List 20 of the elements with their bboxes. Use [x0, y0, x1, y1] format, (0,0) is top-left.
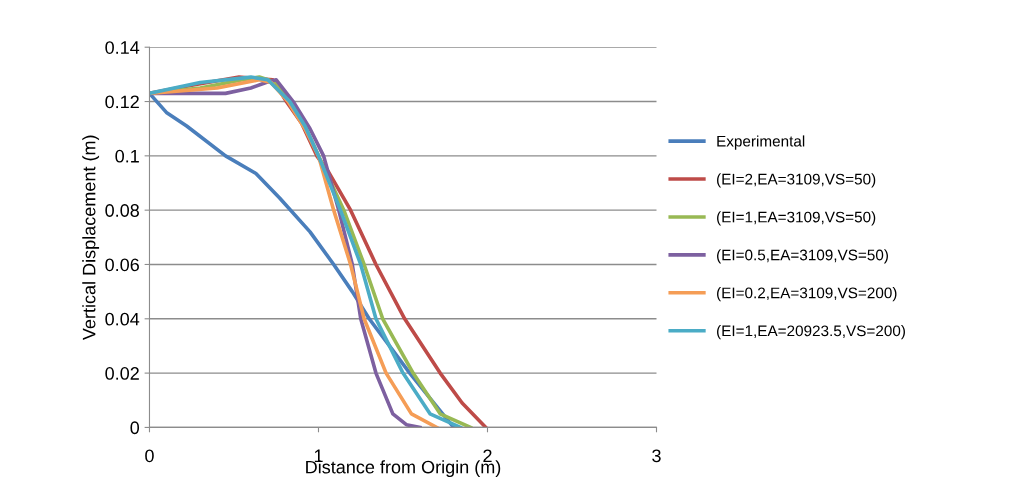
y-tick-label: 0.14 — [105, 41, 140, 54]
y-tick-label: 0.06 — [105, 258, 139, 272]
y-tick-label: 0 — [130, 421, 140, 435]
legend-label: (EI=2,EA=3109,VS=50) — [717, 173, 876, 188]
legend-label: (EI=0.5,EA=3109,VS=50) — [717, 249, 888, 264]
legend-label: (EI=0.2,EA=3109,VS=200) — [717, 287, 897, 302]
y-tick-label: 0.12 — [105, 95, 139, 109]
y-tick-label: 0.04 — [105, 312, 140, 326]
y-axis-title: Vertical Displacement (m) — [82, 135, 100, 341]
x-tick-label: 0 — [145, 449, 154, 463]
y-tick-label: 0.08 — [105, 204, 139, 217]
x-axis-title: Distance from Origin (m) — [306, 460, 501, 478]
x-tick-label: 3 — [652, 449, 661, 463]
legend-label: (EI=1,EA=20923.5,VS=200) — [717, 325, 905, 340]
x-tick-label: 1 — [314, 449, 323, 463]
legend-label: (EI=1,EA=3109,VS=50) — [717, 211, 876, 226]
legend-label: Experimental — [717, 135, 805, 150]
x-tick-label: 2 — [483, 449, 492, 463]
y-tick-label: 0.02 — [105, 367, 139, 380]
y-tick-label: 0.1 — [115, 149, 139, 163]
